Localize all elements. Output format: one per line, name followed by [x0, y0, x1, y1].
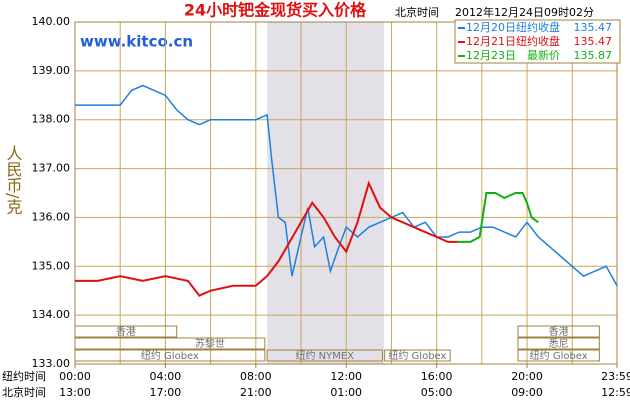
session-box [517, 337, 600, 350]
x-axis-title: 纽约时间 [2, 369, 46, 383]
x-tick-label: 04:00 [150, 370, 182, 383]
x2-tick-label: 01:00 [330, 386, 362, 399]
time-label: 北京时间 [395, 5, 439, 19]
legend-value: 135.87 [574, 49, 613, 62]
session-label: 纽约 Globex [530, 349, 588, 362]
x-tick-label: 08:00 [240, 370, 272, 383]
session-label: 悉尼 [549, 338, 569, 350]
legend-value: 135.47 [574, 21, 613, 34]
y-tick-label: 139.00 [32, 64, 71, 77]
price-line [75, 84, 618, 287]
x-tick-label: 20:00 [511, 370, 543, 383]
session-box [517, 325, 600, 338]
legend-label: 纽约收盘 [516, 34, 560, 48]
y-tick-label: 136.00 [32, 210, 71, 223]
session-label: 纽约 Globex [388, 349, 446, 362]
y-tick-label: 138.00 [32, 113, 71, 126]
session-box [384, 349, 451, 362]
legend-label: 纽约收盘 [516, 20, 560, 34]
x2-tick-label: 21:00 [240, 386, 272, 399]
legend-name: 12月23日 [466, 49, 516, 62]
nymex-shade [267, 22, 384, 364]
timestamp: 2012年12月24日09时02分 [455, 5, 594, 19]
y-axis-title: 人民币/克 [4, 145, 23, 215]
chart-title: 24小时钯金现货买入价格 [184, 1, 367, 20]
x2-tick-label: 09:00 [511, 386, 543, 399]
session-label: 香港 [549, 326, 569, 338]
legend-label: 最新价 [527, 48, 560, 62]
legend-box [454, 19, 621, 64]
site-label: www.kitco.cn [80, 33, 193, 51]
session-box [266, 349, 383, 362]
legend-name: 12月21日 [466, 35, 516, 48]
y-tick-label: 135.00 [32, 259, 71, 272]
session-box [74, 325, 178, 338]
x2-axis-title: 北京时间 [2, 385, 46, 399]
y-tick-label: 140.00 [32, 15, 71, 28]
price-line [457, 192, 539, 243]
session-label: 香港 [116, 326, 136, 338]
legend-name: 12月20日 [466, 21, 516, 34]
x2-tick-label: 13:00 [59, 386, 91, 399]
x-tick-label: 16:00 [421, 370, 453, 383]
x2-tick-label: 05:00 [421, 386, 453, 399]
x2-tick-label: 17:00 [150, 386, 182, 399]
x-tick-label: 12:00 [330, 370, 362, 383]
x-tick-label: 23:59 [601, 370, 630, 383]
session-box [517, 349, 600, 362]
session-label: 苏黎世 [195, 337, 225, 350]
y-tick-label: 134.00 [32, 308, 71, 321]
y-tick-label: 133.00 [32, 357, 71, 370]
legend-value: 135.47 [574, 35, 613, 48]
y-tick-label: 137.00 [32, 162, 71, 175]
price-line [75, 180, 460, 297]
session-box [74, 337, 266, 350]
x2-tick-label: 12:59 [601, 386, 630, 399]
session-label: 纽约 Globex [141, 349, 199, 362]
x-tick-label: 00:00 [59, 370, 91, 383]
session-box [74, 349, 266, 362]
session-label: 纽约 NYMEX [295, 349, 354, 362]
